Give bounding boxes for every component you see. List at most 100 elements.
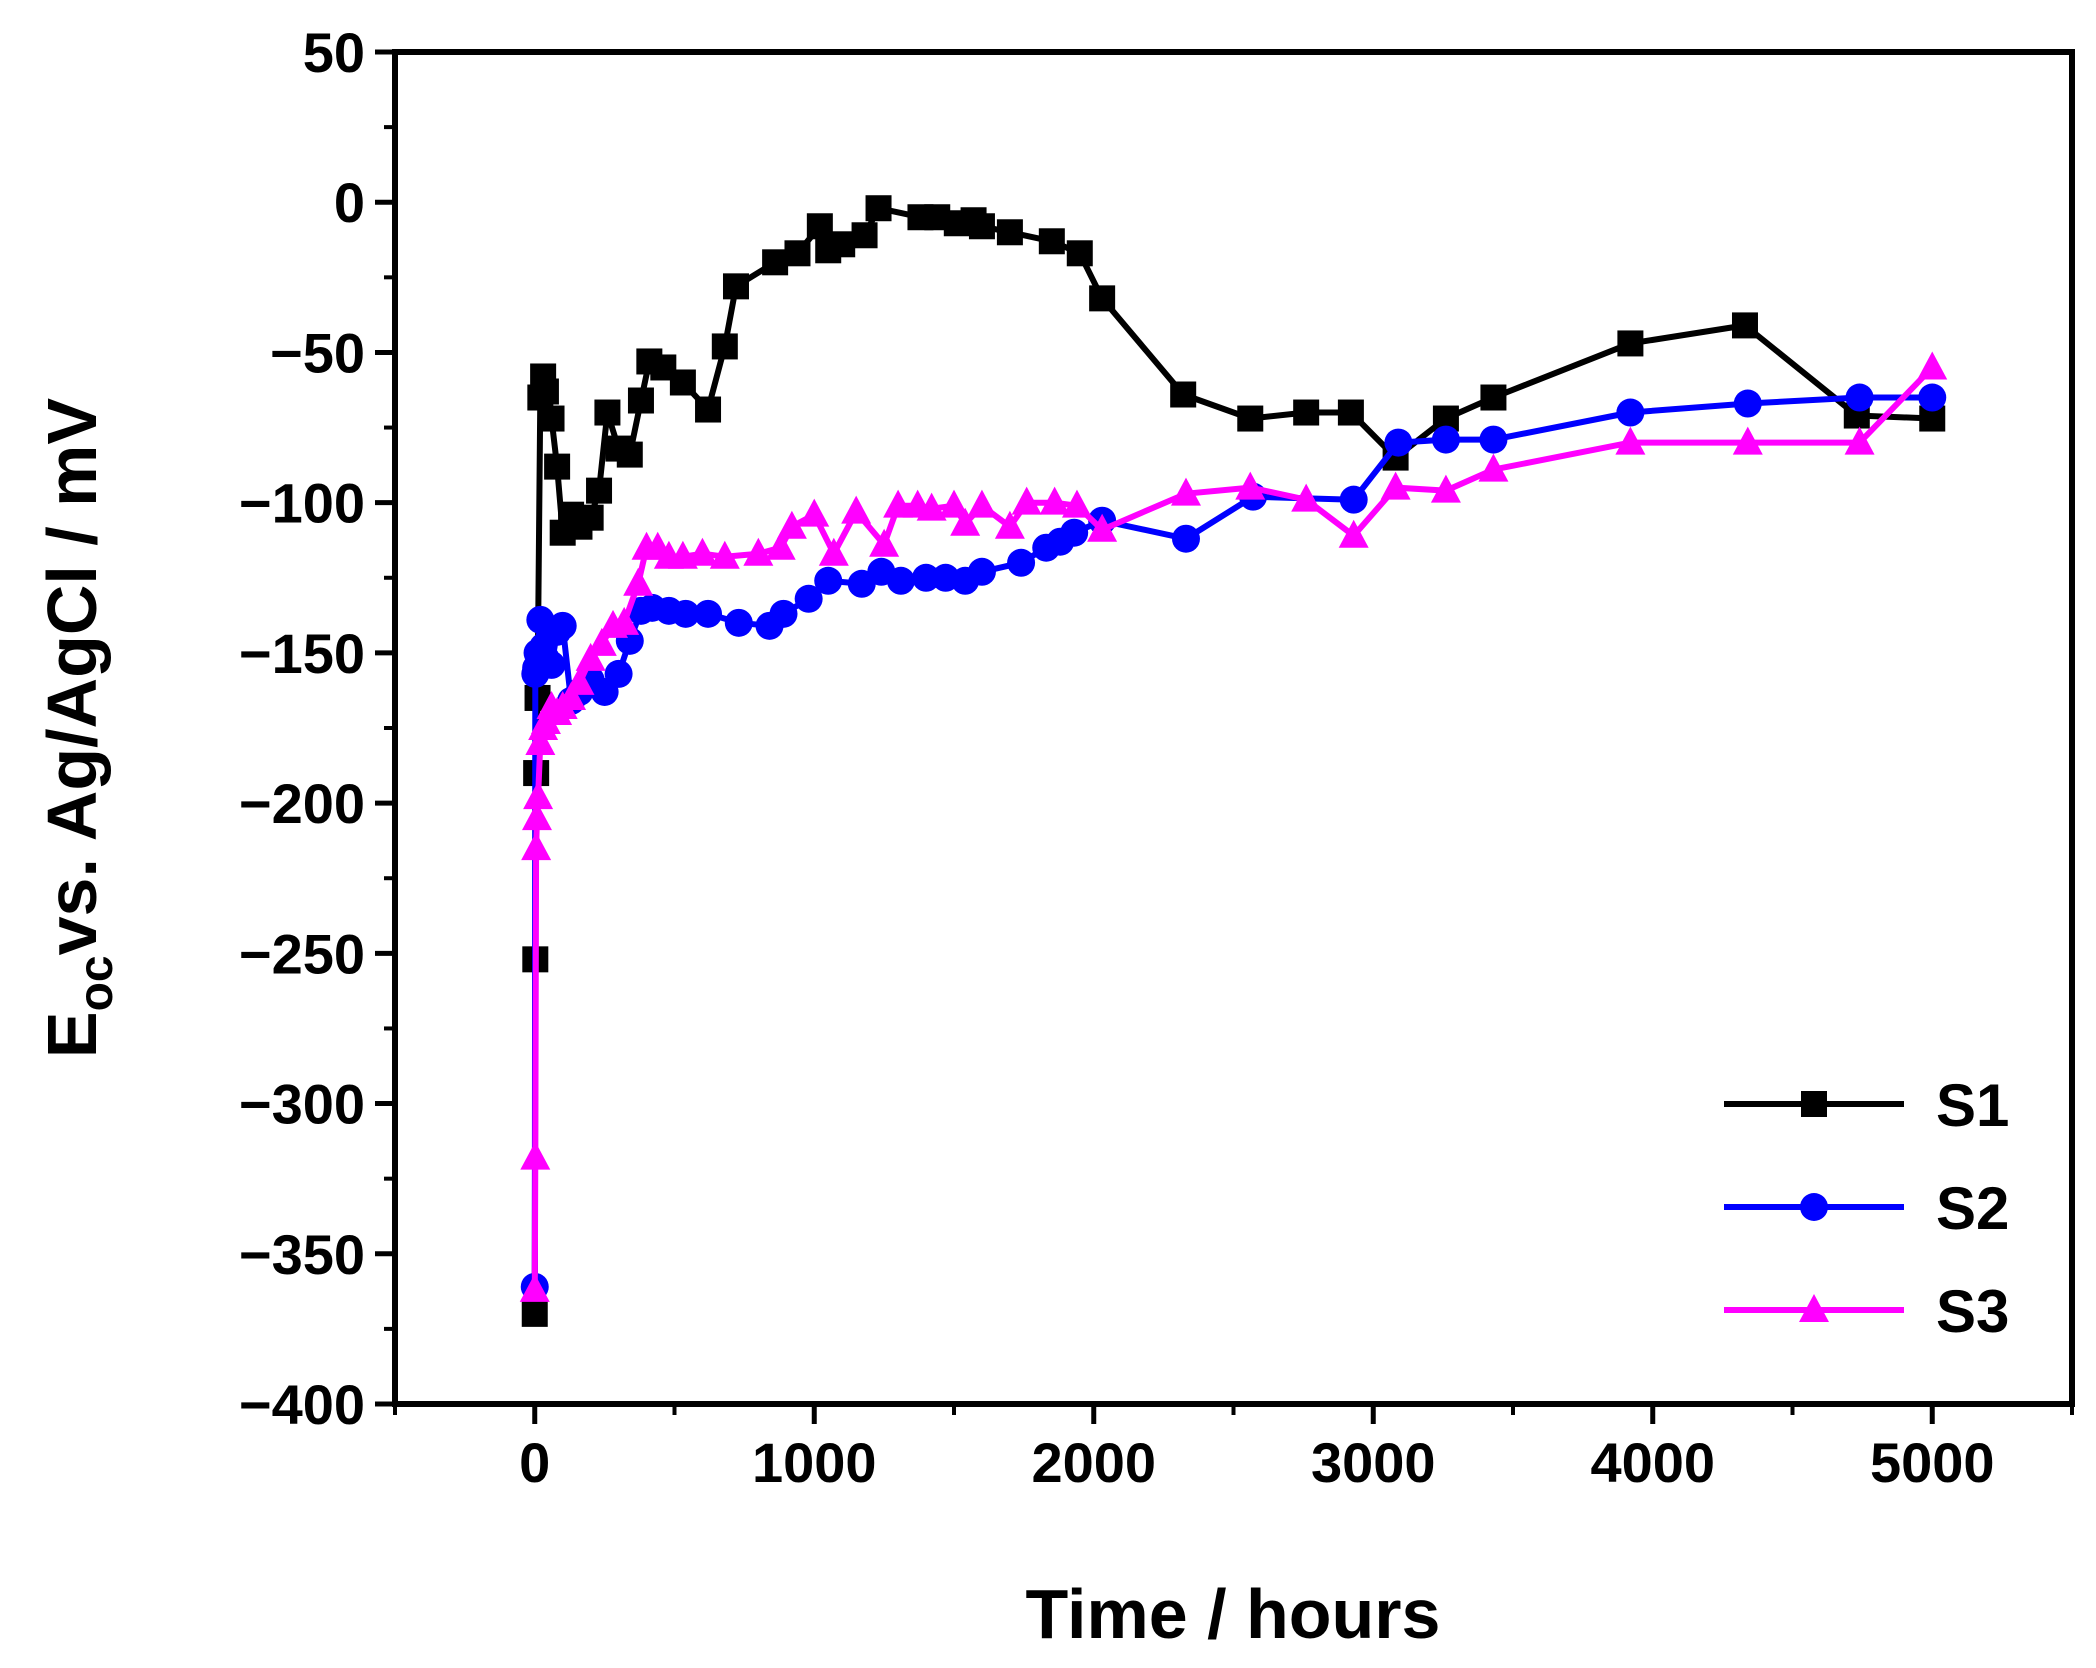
series-s1-point	[806, 213, 833, 240]
series-s2-point	[1339, 485, 1368, 514]
series-s1-point	[695, 396, 722, 423]
legend-s2-label: S2	[1936, 1175, 2009, 1242]
series-s3-point	[1235, 471, 1266, 500]
series-s3-point	[556, 681, 587, 710]
series-s3-point	[818, 537, 849, 566]
series-s1-point	[851, 222, 878, 249]
series-s1-point	[577, 504, 604, 531]
series-s3-point	[623, 567, 654, 596]
series-s2	[520, 383, 1947, 1301]
series-s1-point	[784, 240, 811, 267]
series-s3-point	[1380, 471, 1411, 500]
series-s3-point	[609, 606, 640, 635]
series-s1-point	[532, 378, 559, 405]
series-s3-point	[1039, 486, 1070, 515]
y-axis-title: Eocvs. Ag/AgCl / mV	[33, 398, 123, 1059]
legend-s1-marker	[1801, 1091, 1827, 1117]
series-s2-point	[724, 608, 753, 637]
y-axis-title-rest: vs. Ag/AgCl / mV	[33, 398, 111, 956]
series-s3-point	[1732, 426, 1763, 455]
series-s3-point	[525, 727, 556, 756]
series-s1-point	[544, 453, 571, 480]
legend-s3-marker	[1799, 1294, 1829, 1322]
series-s2-point	[548, 611, 577, 640]
series-s1-point	[1337, 399, 1364, 426]
series-s3-point	[916, 492, 947, 521]
legend: S1 S2 S3	[1724, 1072, 2009, 1345]
series-s1-point	[968, 213, 995, 240]
series-s1-point	[627, 387, 654, 414]
series-s2-point	[1845, 383, 1874, 412]
y-tick-label: −400	[239, 1373, 365, 1436]
series-s1-point	[1237, 405, 1264, 432]
y-tick-label: −150	[239, 622, 365, 685]
series-s2-point	[1007, 548, 1036, 577]
series-s1-point	[1066, 240, 1093, 267]
series-s2-point	[671, 599, 700, 628]
series-s3-point	[1061, 489, 1092, 518]
y-tick-label: −100	[239, 472, 365, 535]
series-s2-point	[912, 563, 941, 592]
series-s3-point	[994, 510, 1025, 539]
x-tick-label: 1000	[752, 1431, 877, 1494]
series-s1-point	[1170, 381, 1197, 408]
series-s1-point	[1293, 399, 1320, 426]
y-tick-label: −250	[239, 922, 365, 985]
series-s1-point	[616, 441, 643, 468]
series-s2-point	[1384, 428, 1413, 457]
x-axis-title: Time / hours	[1026, 1575, 1441, 1653]
legend-s2-marker	[1800, 1193, 1828, 1221]
y-tick-label: −50	[270, 321, 365, 384]
data-series	[519, 195, 1948, 1327]
series-s1-point	[1480, 384, 1507, 411]
series-s2-point	[814, 566, 843, 595]
y-tick-label: 0	[334, 171, 365, 234]
x-tick-label: 3000	[1311, 1431, 1436, 1494]
series-s3-point	[520, 1141, 551, 1170]
series-s2-point	[1431, 425, 1460, 454]
series-s3-point	[776, 510, 807, 539]
series-s3-point	[1478, 453, 1509, 482]
series-s3-point	[743, 537, 774, 566]
series-s3-point	[1844, 426, 1875, 455]
y-tick-label: −300	[239, 1073, 365, 1136]
series-s3	[519, 351, 1948, 1302]
series-s3-point	[687, 537, 718, 566]
series-s3-point	[950, 507, 981, 536]
series-s2-line	[531, 394, 1933, 1287]
series-s1-point	[996, 219, 1023, 246]
series-s3-point	[1291, 483, 1322, 512]
series-s3-point	[519, 1273, 550, 1302]
series-s3-point	[883, 489, 914, 518]
series-s2-point	[794, 584, 823, 613]
y-tick-label: −200	[239, 772, 365, 835]
series-s3-point	[1917, 351, 1948, 380]
series-s1-point	[722, 273, 749, 300]
series-s1-point	[538, 405, 565, 432]
series-s3-point	[709, 540, 740, 569]
legend-s3-label: S3	[1936, 1278, 2009, 1345]
series-s3-point	[1170, 477, 1201, 506]
series-s1-point	[762, 249, 789, 276]
y-tick-label: −350	[239, 1223, 365, 1286]
y-tick-label: 50	[303, 21, 365, 84]
x-tick-label: 0	[519, 1431, 550, 1494]
series-s3-point	[523, 781, 554, 810]
series-s1-point	[594, 399, 621, 426]
series-s3-point	[869, 528, 900, 557]
series-s2-point	[967, 557, 996, 586]
series-s3-point	[1087, 513, 1118, 542]
series-s2-point	[1060, 518, 1089, 547]
series-s2-point	[1733, 389, 1762, 418]
series-s3-point	[841, 495, 872, 524]
series-s3-point	[586, 627, 617, 656]
series-s1-point	[669, 369, 696, 396]
series-s3-point	[521, 832, 552, 861]
series-s2-point	[1479, 425, 1508, 454]
series-s3-point	[1011, 486, 1042, 515]
series-s2-point	[694, 599, 723, 628]
series-s1-point	[1617, 330, 1644, 357]
series-s1-point	[1038, 228, 1065, 255]
series-s3-point	[521, 802, 552, 831]
series-s3-point	[966, 489, 997, 518]
